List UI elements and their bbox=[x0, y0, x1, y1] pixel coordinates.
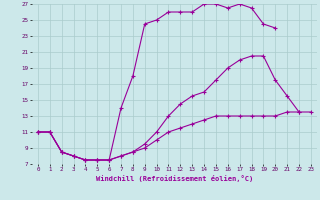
X-axis label: Windchill (Refroidissement éolien,°C): Windchill (Refroidissement éolien,°C) bbox=[96, 175, 253, 182]
